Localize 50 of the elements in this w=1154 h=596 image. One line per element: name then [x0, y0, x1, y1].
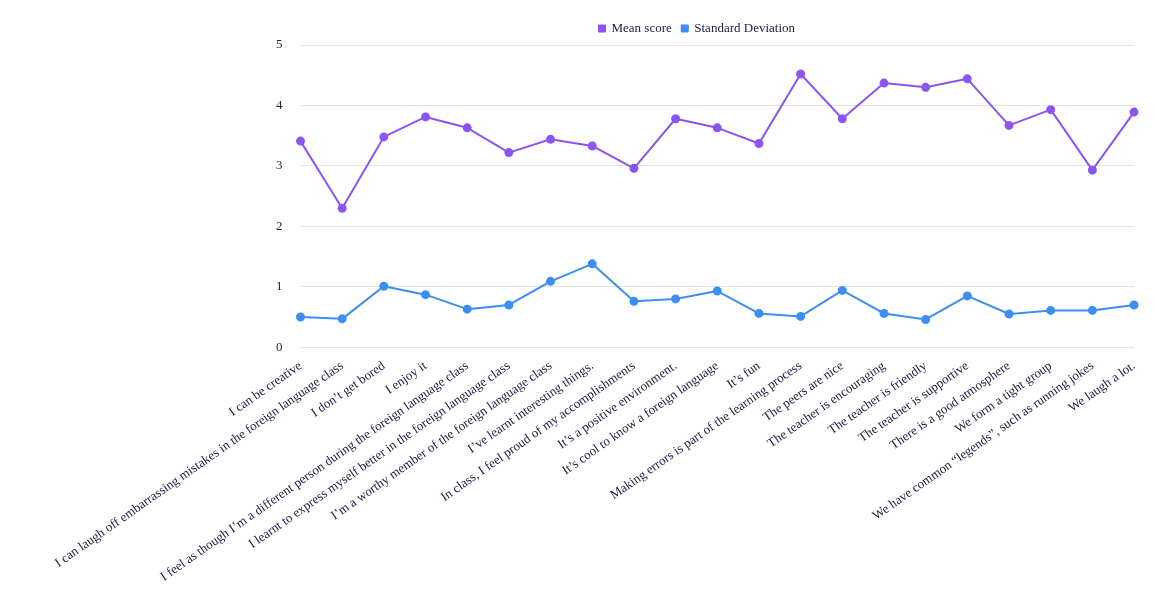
point [337, 314, 347, 324]
point [296, 136, 305, 146]
point [1046, 105, 1056, 115]
point [379, 281, 389, 291]
point [421, 290, 431, 300]
point [1046, 305, 1056, 315]
point [546, 134, 556, 144]
point [962, 291, 972, 301]
point [587, 141, 597, 151]
point [671, 114, 681, 124]
point [462, 123, 472, 133]
y-tick-label: 3 [276, 157, 283, 173]
legend-label: Standard Deviation [694, 19, 796, 35]
point [1129, 107, 1139, 117]
point [421, 112, 431, 122]
point [712, 286, 722, 296]
point [1087, 165, 1097, 175]
point [921, 314, 931, 324]
point [1087, 305, 1097, 315]
point [1004, 309, 1014, 319]
y-tick-label: 0 [276, 338, 283, 354]
point [629, 296, 639, 306]
point [879, 308, 889, 318]
point [754, 139, 764, 149]
point [879, 78, 889, 88]
point [1004, 120, 1014, 130]
point [546, 276, 556, 286]
point [837, 285, 847, 295]
legend-label: Mean score [611, 19, 673, 35]
point [587, 259, 597, 269]
point [796, 311, 806, 321]
y-tick-label: 4 [276, 96, 283, 112]
point [921, 82, 931, 92]
point [296, 312, 305, 322]
point [462, 304, 472, 314]
y-tick-label: 1 [276, 278, 283, 294]
point [629, 163, 639, 173]
point [962, 74, 972, 84]
y-tick-label: 2 [276, 217, 283, 233]
point [671, 294, 681, 304]
point [504, 300, 514, 310]
y-tick-label: 5 [276, 36, 283, 52]
point [1129, 300, 1139, 310]
point [754, 308, 764, 318]
point [796, 69, 806, 79]
point [837, 114, 847, 124]
point [379, 132, 389, 142]
point [712, 123, 722, 133]
point [504, 148, 514, 158]
point [337, 203, 347, 213]
